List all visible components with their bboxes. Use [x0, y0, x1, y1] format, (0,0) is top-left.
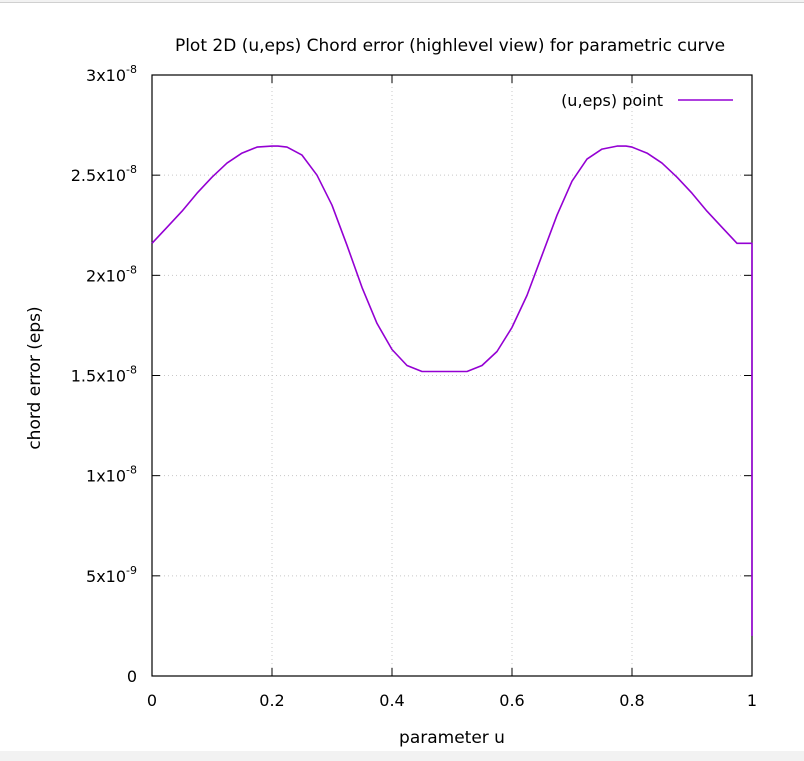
tick-labels: 0 0.2 0.4 0.6 0.8 1 0 5x10-9 1x10-8 1.5x10-8 2x10-… — [71, 63, 757, 710]
chart-title: Plot 2D (u,eps) Chord error (highlevel v… — [175, 36, 725, 56]
y-axis-title: chord error (eps) — [25, 306, 45, 449]
series-line-0 — [151, 145, 753, 636]
x-tick-label: 1 — [747, 691, 757, 710]
series-layer — [151, 145, 753, 636]
chart: 0 0.2 0.4 0.6 0.8 1 0 5x10-9 1x10-8 1.5x10-8 2x10-… — [25, 36, 757, 748]
y-tick-label: 3x10-8 — [86, 63, 137, 85]
x-tick-label: 0.2 — [259, 691, 284, 710]
x-axis-title: parameter u — [399, 728, 505, 748]
y-tick-label: 1x10-8 — [86, 464, 137, 486]
x-tick-label: 0.6 — [499, 691, 524, 710]
x-tick-label: 0 — [147, 691, 157, 710]
y-tick-label: 5x10-9 — [86, 564, 137, 586]
legend-label: (u,eps) point — [561, 91, 663, 110]
y-tick-label: 2x10-8 — [86, 263, 137, 285]
y-tick-label: 0 — [127, 667, 137, 686]
x-tick-label: 0.8 — [619, 691, 644, 710]
grid — [152, 75, 752, 676]
legend: (u,eps) point — [561, 91, 733, 110]
y-tick-label: 1.5x10-8 — [71, 364, 137, 386]
y-tick-label: 2.5x10-8 — [71, 163, 137, 185]
x-tick-label: 0.4 — [379, 691, 404, 710]
